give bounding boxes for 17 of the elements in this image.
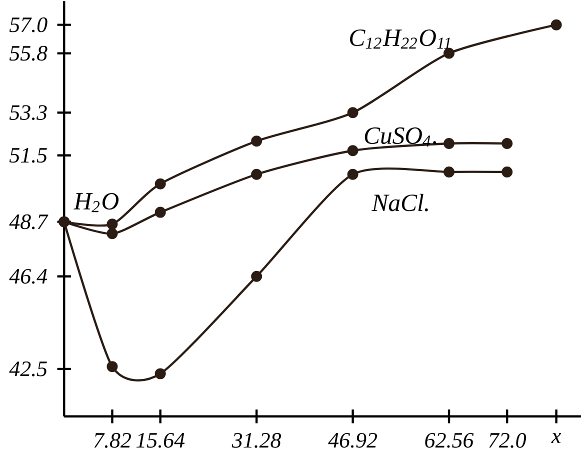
x-tick-label: 46.92 (328, 432, 378, 448)
annotation: H$_{2}$O (74, 193, 119, 212)
x-tick-label: 7.82 (94, 432, 131, 448)
y-tick-label: 51.5 (9, 148, 47, 163)
series-label: NaCl. (372, 194, 428, 212)
y-tick-label: 55.8 (9, 46, 48, 61)
y-tick-label: 48.7 (9, 214, 48, 230)
y-tick-label: 46.4 (9, 268, 48, 284)
x-tick-label: 15.64 (136, 432, 185, 448)
x-tick-label: 62.56 (425, 432, 474, 448)
y-tick-label: 53.3 (9, 105, 47, 120)
x-tick-label: 31.28 (232, 432, 282, 448)
x-tick-label: x (551, 432, 562, 444)
y-tick-label: 42.5 (9, 362, 47, 376)
x-tick-label: 72.0 (489, 432, 526, 448)
series-label: C$_{12}$H$_{22}$O$_{11}$ (350, 29, 450, 49)
y-tick-label: 57.0 (9, 17, 48, 32)
